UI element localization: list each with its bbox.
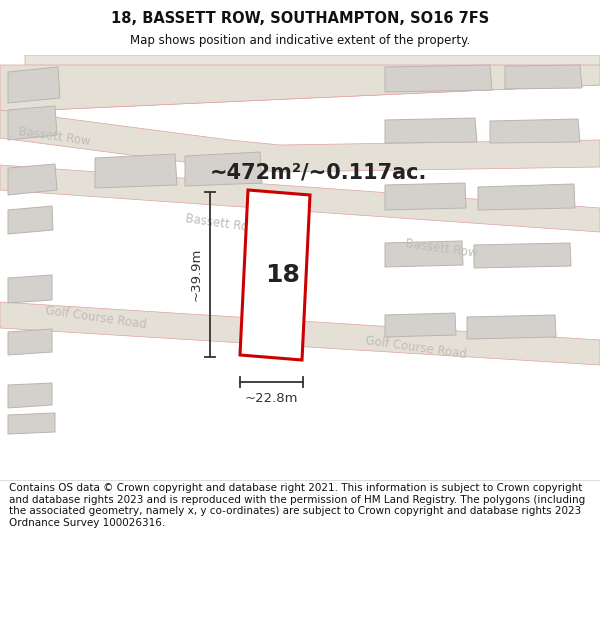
Polygon shape [478,184,575,210]
Text: Bassett Row: Bassett Row [185,212,259,235]
Polygon shape [0,65,600,112]
Polygon shape [8,106,57,140]
Polygon shape [0,55,600,90]
Polygon shape [95,154,177,188]
Polygon shape [385,65,492,92]
Polygon shape [8,67,60,103]
Polygon shape [8,383,52,408]
Polygon shape [467,315,556,339]
Text: Golf Course Road: Golf Course Road [365,334,468,361]
Polygon shape [385,183,466,210]
Text: 18, BASSETT ROW, SOUTHAMPTON, SO16 7FS: 18, BASSETT ROW, SOUTHAMPTON, SO16 7FS [111,11,489,26]
Text: Bassett Row: Bassett Row [405,237,479,260]
Polygon shape [505,65,582,89]
Polygon shape [0,55,600,112]
Polygon shape [385,313,456,337]
Polygon shape [0,110,600,172]
Polygon shape [490,119,580,143]
Polygon shape [8,413,55,434]
Text: ~39.9m: ~39.9m [190,248,203,301]
Text: ~22.8m: ~22.8m [245,392,298,405]
Polygon shape [385,118,477,143]
Text: ~472m²/~0.117ac.: ~472m²/~0.117ac. [210,162,427,182]
Text: 18: 18 [266,263,301,287]
Polygon shape [8,275,52,303]
Polygon shape [385,241,463,267]
Polygon shape [0,302,600,365]
Polygon shape [474,243,571,268]
Polygon shape [240,190,310,360]
Text: Golf Course Road: Golf Course Road [45,304,148,331]
Polygon shape [0,165,600,232]
Text: Bassett Row: Bassett Row [18,125,92,148]
Text: Map shows position and indicative extent of the property.: Map shows position and indicative extent… [130,34,470,47]
Polygon shape [8,329,52,355]
Polygon shape [185,152,262,186]
Text: Contains OS data © Crown copyright and database right 2021. This information is : Contains OS data © Crown copyright and d… [9,483,585,528]
Polygon shape [8,164,57,195]
Polygon shape [8,206,53,234]
